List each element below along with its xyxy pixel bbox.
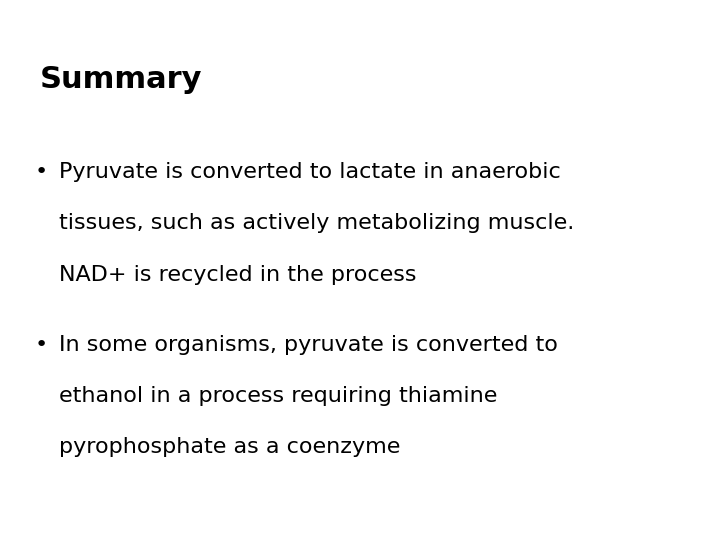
- Text: pyrophosphate as a coenzyme: pyrophosphate as a coenzyme: [59, 437, 400, 457]
- Text: •: •: [35, 162, 48, 182]
- Text: tissues, such as actively metabolizing muscle.: tissues, such as actively metabolizing m…: [59, 213, 575, 233]
- Text: In some organisms, pyruvate is converted to: In some organisms, pyruvate is converted…: [59, 335, 558, 355]
- Text: Summary: Summary: [40, 65, 202, 94]
- Text: NAD+ is recycled in the process: NAD+ is recycled in the process: [59, 265, 417, 285]
- Text: •: •: [35, 335, 48, 355]
- Text: ethanol in a process requiring thiamine: ethanol in a process requiring thiamine: [59, 386, 498, 406]
- Text: Pyruvate is converted to lactate in anaerobic: Pyruvate is converted to lactate in anae…: [59, 162, 561, 182]
